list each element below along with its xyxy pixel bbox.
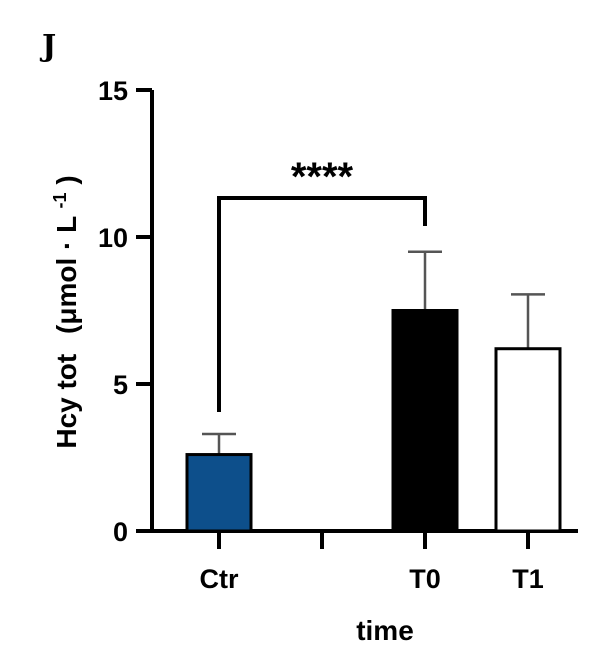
y-tick-label: 0	[113, 517, 128, 547]
y-tick-label: 15	[98, 76, 128, 106]
bar	[494, 347, 562, 533]
y-axis-title-unit: (μmol · L	[51, 216, 82, 334]
y-tick-label: 10	[98, 223, 128, 253]
significance-line	[217, 196, 427, 412]
x-axis-title: time	[356, 615, 414, 646]
significance-label: ****	[291, 155, 354, 199]
x-tick-label: T0	[409, 564, 441, 594]
bar	[391, 309, 459, 533]
y-axis-title-unit-close: )	[51, 175, 82, 184]
panel-label: J	[39, 29, 56, 64]
y-axis-title-main: Hcy tot	[51, 354, 82, 449]
y-axis-title: Hcy tot (μmol · L -1 )	[41, 175, 82, 448]
x-axis: Ctr T0 T1	[152, 529, 578, 594]
y-tick-label: 5	[113, 370, 128, 400]
x-tick-label: T1	[512, 564, 544, 594]
y-axis-title-unit-sup: -1	[50, 192, 70, 208]
bars	[185, 250, 562, 533]
significance-bracket: ****	[217, 155, 427, 412]
bar	[185, 453, 253, 533]
x-tick-label: Ctr	[200, 564, 239, 594]
y-axis: 0 5 10 15	[98, 76, 154, 547]
